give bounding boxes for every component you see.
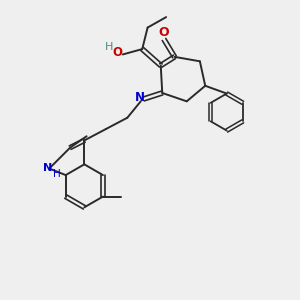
Text: H: H [53,169,61,179]
Text: N: N [43,163,52,172]
Text: N: N [135,91,145,104]
Text: O: O [112,46,122,59]
Text: O: O [158,26,169,39]
Text: H: H [105,42,113,52]
